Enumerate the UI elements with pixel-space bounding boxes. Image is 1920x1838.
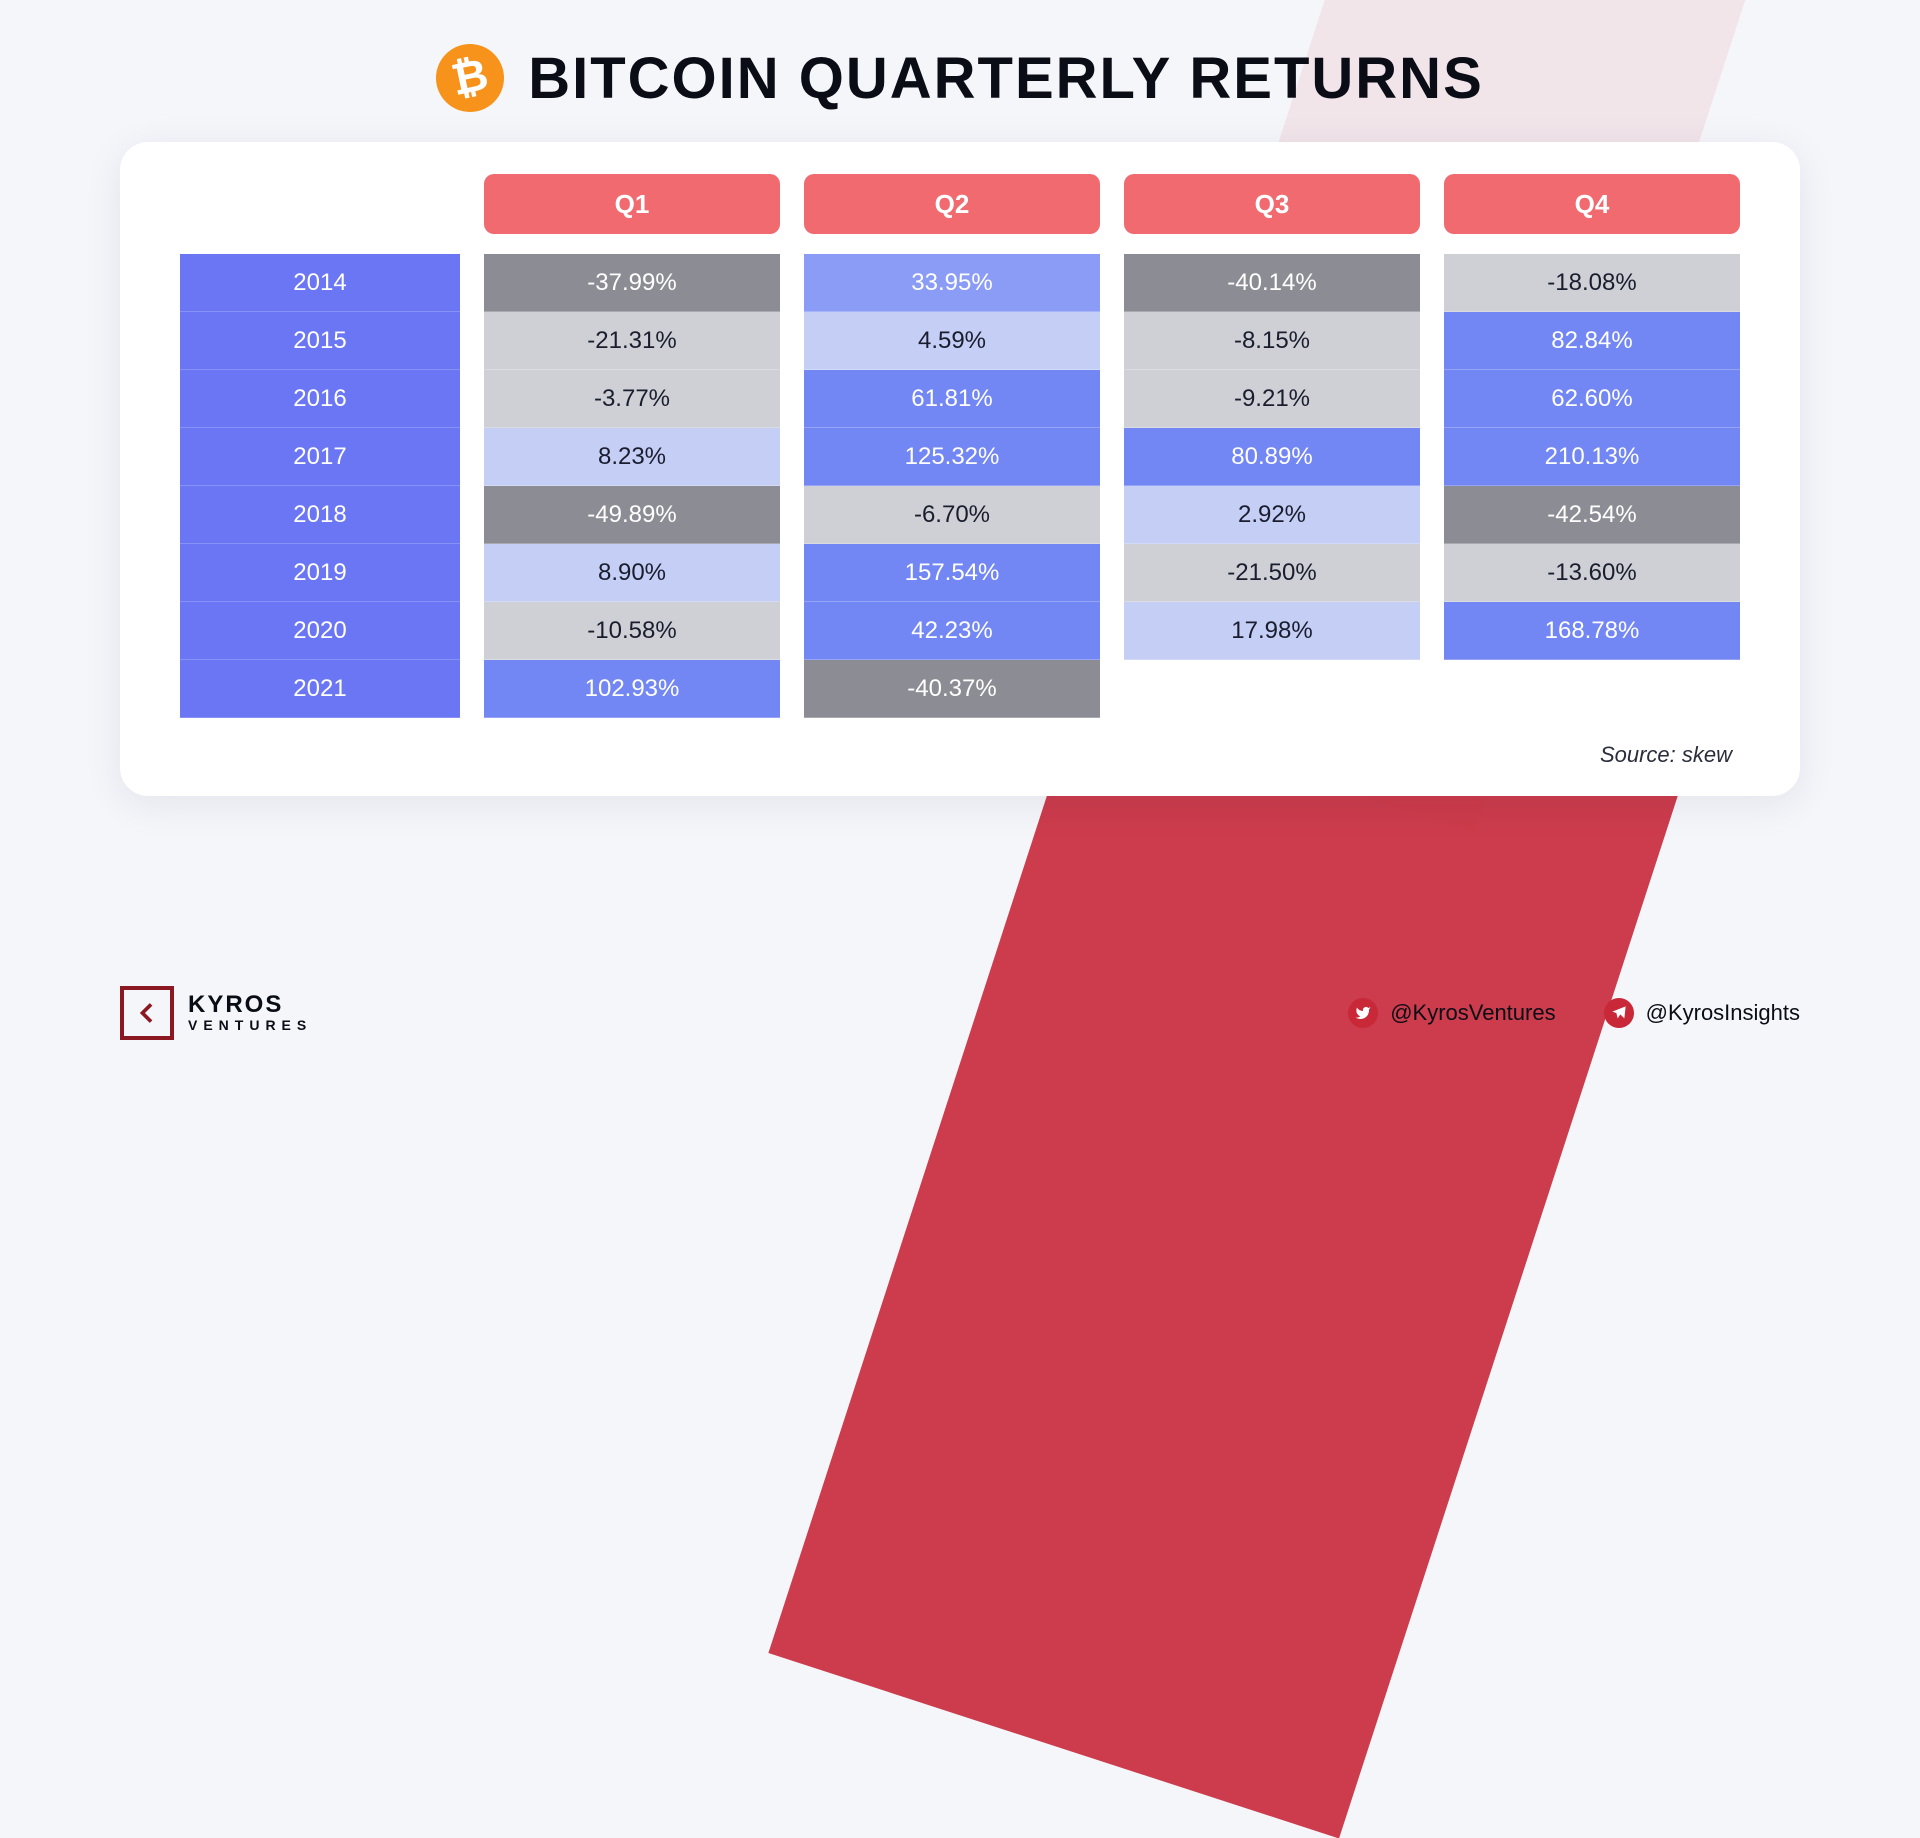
social-links: @KyrosVentures @KyrosInsights	[1348, 998, 1800, 1028]
return-cell: 125.32%	[804, 428, 1100, 486]
header: ₿ BITCOIN QUARTERLY RETURNS	[0, 0, 1920, 112]
return-cell: 157.54%	[804, 544, 1100, 602]
telegram-icon	[1604, 998, 1634, 1028]
return-cell: 80.89%	[1124, 428, 1420, 486]
return-cell: 8.90%	[484, 544, 780, 602]
quarter-header: Q2	[804, 174, 1100, 234]
return-cell: 62.60%	[1444, 370, 1740, 428]
year-label: 2019	[180, 544, 460, 602]
return-cell: 2.92%	[1124, 486, 1420, 544]
brand-mark-icon	[120, 986, 174, 1040]
return-cell: -40.14%	[1124, 254, 1420, 312]
return-cell: -3.77%	[484, 370, 780, 428]
year-label: 2021	[180, 660, 460, 718]
return-cell: -8.15%	[1124, 312, 1420, 370]
return-cell: -21.31%	[484, 312, 780, 370]
twitter-link[interactable]: @KyrosVentures	[1348, 998, 1555, 1028]
brand-logo: KYROS VENTURES	[120, 986, 312, 1040]
return-cell: 42.23%	[804, 602, 1100, 660]
year-label: 2018	[180, 486, 460, 544]
brand-sub: VENTURES	[188, 1017, 312, 1033]
return-cell: 102.93%	[484, 660, 780, 718]
return-cell: 4.59%	[804, 312, 1100, 370]
returns-table: Q1 Q2 Q3 Q4 2014 -37.99% 33.95% -40.14% -18.08% 2…	[180, 174, 1740, 718]
return-cell: 33.95%	[804, 254, 1100, 312]
year-label: 2017	[180, 428, 460, 486]
twitter-icon	[1348, 998, 1378, 1028]
return-cell: -13.60%	[1444, 544, 1740, 602]
return-cell: -9.21%	[1124, 370, 1420, 428]
year-label: 2020	[180, 602, 460, 660]
footer: KYROS VENTURES @KyrosVentures @KyrosInsi…	[120, 986, 1800, 1040]
empty-cell	[1444, 660, 1740, 718]
telegram-handle: @KyrosInsights	[1646, 1000, 1800, 1026]
return-cell: -18.08%	[1444, 254, 1740, 312]
return-cell: 168.78%	[1444, 602, 1740, 660]
return-cell: -6.70%	[804, 486, 1100, 544]
header-spacer	[180, 174, 460, 234]
return-cell: 61.81%	[804, 370, 1100, 428]
telegram-link[interactable]: @KyrosInsights	[1604, 998, 1800, 1028]
source-label: Source: skew	[180, 742, 1740, 768]
bitcoin-icon: ₿	[430, 38, 511, 119]
twitter-handle: @KyrosVentures	[1390, 1000, 1555, 1026]
quarter-header: Q1	[484, 174, 780, 234]
brand-text: KYROS VENTURES	[188, 993, 312, 1033]
page-title: BITCOIN QUARTERLY RETURNS	[528, 45, 1484, 112]
brand-name: KYROS	[188, 993, 312, 1017]
return-cell: -10.58%	[484, 602, 780, 660]
year-label: 2014	[180, 254, 460, 312]
year-label: 2016	[180, 370, 460, 428]
return-cell: -49.89%	[484, 486, 780, 544]
return-cell: 210.13%	[1444, 428, 1740, 486]
return-cell: -40.37%	[804, 660, 1100, 718]
return-cell: 17.98%	[1124, 602, 1420, 660]
year-label: 2015	[180, 312, 460, 370]
return-cell: 82.84%	[1444, 312, 1740, 370]
return-cell: -21.50%	[1124, 544, 1420, 602]
quarter-header: Q3	[1124, 174, 1420, 234]
return-cell: 8.23%	[484, 428, 780, 486]
return-cell: -37.99%	[484, 254, 780, 312]
return-cell: -42.54%	[1444, 486, 1740, 544]
returns-card: Q1 Q2 Q3 Q4 2014 -37.99% 33.95% -40.14% -18.08% 2…	[120, 142, 1800, 796]
quarter-header: Q4	[1444, 174, 1740, 234]
empty-cell	[1124, 660, 1420, 718]
